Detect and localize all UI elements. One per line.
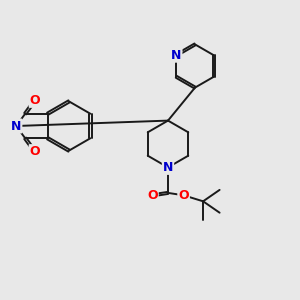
Text: N: N: [171, 49, 181, 62]
Text: O: O: [30, 94, 40, 107]
Text: O: O: [178, 189, 189, 202]
Text: O: O: [30, 145, 40, 158]
Text: N: N: [11, 119, 21, 133]
Text: N: N: [163, 161, 173, 174]
Text: O: O: [147, 189, 158, 202]
